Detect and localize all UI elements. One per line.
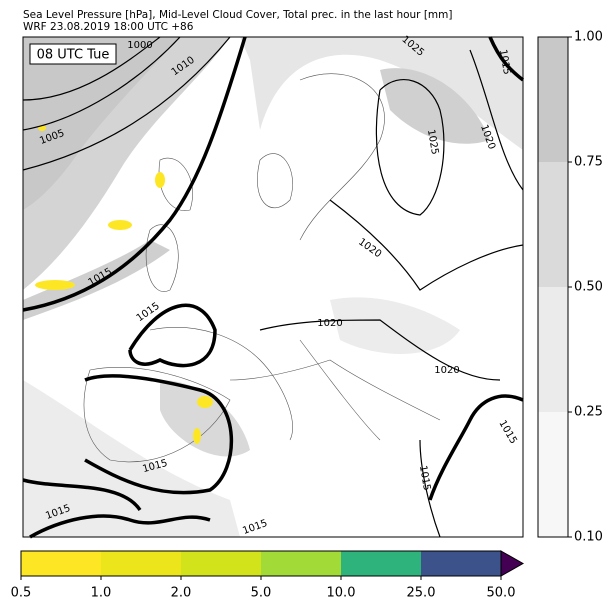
title-line: Sea Level Pressure [hPa], Mid-Level Clou…	[23, 9, 453, 21]
contour-label: 1015	[417, 465, 432, 492]
colorbar-tick-label: 0.10	[574, 530, 603, 545]
colorbar-segment	[538, 162, 568, 287]
colorbar-tick-label: 1.00	[574, 30, 603, 45]
colorbar-tick-label: 0.5	[11, 586, 32, 601]
title-line: WRF 23.08.2019 18:00 UTC +86	[23, 21, 194, 33]
colorbar-segment	[538, 412, 568, 537]
colorbar-segment	[341, 551, 421, 576]
colorbar-tick-label: 25.0	[407, 586, 436, 601]
colorbar-tick-label: 5.0	[251, 586, 272, 601]
colorbar-segment	[181, 551, 261, 576]
time-label: 08 UTC Tue	[37, 48, 110, 63]
precip-colorbar: 0.5 1.0 2.0 5.0 10.0 25.0 50.0	[11, 550, 525, 601]
colorbar-segment	[538, 37, 568, 162]
contour-label: 1020	[317, 318, 342, 329]
contour-label: 1000	[127, 40, 152, 51]
colorbar-extension	[500, 550, 525, 577]
colorbar-tick-label: 10.0	[327, 586, 356, 601]
map: 1000 1010 1005 1015 1015 1015 1015 1015 …	[22, 34, 525, 539]
cloud-colorbar: 0.10 0.25 0.50 0.75 1.00	[537, 30, 603, 545]
colorbar-tick-label: 2.0	[171, 586, 192, 601]
colorbar-tick-label: 0.75	[574, 155, 603, 170]
contour-label: 1015	[497, 49, 512, 76]
colorbar-segment	[101, 551, 181, 576]
colorbar-segment	[538, 287, 568, 412]
colorbar-segment	[21, 551, 101, 576]
colorbar-segment	[261, 551, 341, 576]
contour-label: 1025	[425, 129, 440, 156]
colorbar-tick-label: 50.0	[487, 586, 516, 601]
contour-label: 1020	[434, 365, 459, 376]
colorbar-segment	[421, 551, 501, 576]
colorbar-tick-label: 0.50	[574, 280, 603, 295]
colorbar-tick-label: 1.0	[91, 586, 112, 601]
colorbar-tick-label: 0.25	[574, 405, 603, 420]
